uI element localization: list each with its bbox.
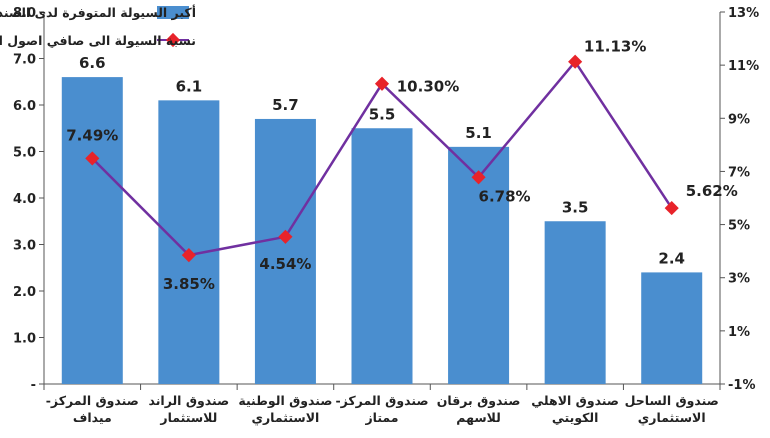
category-label: صندوق الوطنية — [238, 393, 332, 408]
bar-value-label: 5.5 — [369, 105, 396, 123]
category-label: الكويتي — [552, 410, 599, 425]
right-tick-label: -1% — [728, 378, 755, 393]
left-tick-label: 6.0 — [13, 99, 36, 114]
legend-line-label: نسبة السيولة الى صافي اصول الصندوق — [0, 33, 196, 48]
category-label: للاسهم — [456, 410, 501, 425]
category-labels: صندوق المركز- ميداف صندوق الراند للاستثمار ص… — [46, 393, 719, 425]
category-label: الاستثماري — [252, 410, 320, 425]
line-value-label: 4.54% — [259, 255, 311, 273]
category-label: للاستثمار — [159, 410, 217, 425]
bar-value-label: 5.1 — [465, 124, 492, 142]
bar-value-label: 2.4 — [658, 249, 685, 267]
line-value-label: 10.30% — [397, 78, 459, 96]
right-tick-label: 7% — [728, 165, 750, 180]
left-tick-label: 1.0 — [13, 332, 36, 347]
bar-value-label: 6.1 — [176, 77, 203, 95]
right-tick-label: 13% — [728, 6, 759, 21]
bar — [158, 100, 220, 384]
line-value-label: 5.62% — [686, 182, 738, 200]
line-series: 7.49% 3.85% 4.54% 10.30% 6.78% 11.13% 5.62% — [66, 38, 737, 293]
left-tick-label: - — [31, 378, 36, 393]
category-label: صندوق المركز- — [46, 393, 139, 408]
category-label: صندوق الراند — [149, 393, 230, 408]
legend: أكبر السيولة المتوفرة لدى الصندوق كما في… — [0, 4, 196, 48]
right-tick-label: 3% — [728, 272, 750, 287]
bar-value-label: 3.5 — [562, 198, 589, 216]
category-label: صندوق الاهلي — [531, 393, 619, 408]
right-tick-label: 1% — [728, 325, 750, 340]
left-tick-label: 2.0 — [13, 285, 36, 300]
bar-value-label: 5.7 — [272, 96, 299, 114]
category-label: صندوق الساحل — [625, 393, 719, 408]
line-marker — [278, 229, 293, 244]
line-value-label: 7.49% — [66, 126, 118, 144]
line-marker — [664, 201, 679, 216]
left-tick-label: 8.0 — [13, 6, 36, 21]
left-tick-label: 7.0 — [13, 53, 36, 68]
left-axis-ticks: - 1.0 2.0 3.0 4.0 5.0 6.0 7.0 8.0 — [13, 6, 36, 393]
bar — [61, 77, 123, 384]
line-value-label: 3.85% — [163, 275, 215, 293]
bar — [544, 221, 606, 384]
category-label: ممتاز — [364, 410, 398, 425]
left-tick-label: 3.0 — [13, 239, 36, 254]
line-value-label: 6.78% — [479, 187, 531, 205]
bar — [351, 128, 413, 384]
bar-value-label: 6.6 — [79, 54, 106, 72]
category-label: الاستثماري — [638, 410, 706, 425]
line-marker — [471, 170, 486, 185]
right-axis-ticks: -1% 1% 3% 5% 7% 9% 11% 13% — [728, 6, 759, 393]
category-label: صندوق المركز- — [335, 393, 428, 408]
line-marker — [374, 76, 390, 91]
line-marker — [568, 54, 583, 69]
right-tick-label: 11% — [728, 59, 759, 74]
line-value-label: 11.13% — [584, 38, 646, 56]
legend-bar-swatch — [157, 6, 189, 19]
bar — [254, 118, 316, 384]
category-label: ميداف — [73, 410, 112, 425]
bar-series: 6.6 6.1 5.7 5.5 5.1 3.5 2.4 — [61, 54, 703, 384]
legend-bar-label: أكبر السيولة المتوفرة لدى الصندوق كما في… — [0, 4, 196, 20]
right-tick-label: 9% — [728, 112, 750, 127]
left-tick-label: 4.0 — [13, 192, 36, 207]
bar — [641, 272, 703, 384]
right-tick-label: 5% — [728, 219, 750, 234]
category-label: صندوق برقان — [437, 393, 521, 408]
line-marker — [181, 248, 196, 263]
bar — [448, 146, 510, 384]
left-tick-label: 5.0 — [13, 146, 36, 161]
